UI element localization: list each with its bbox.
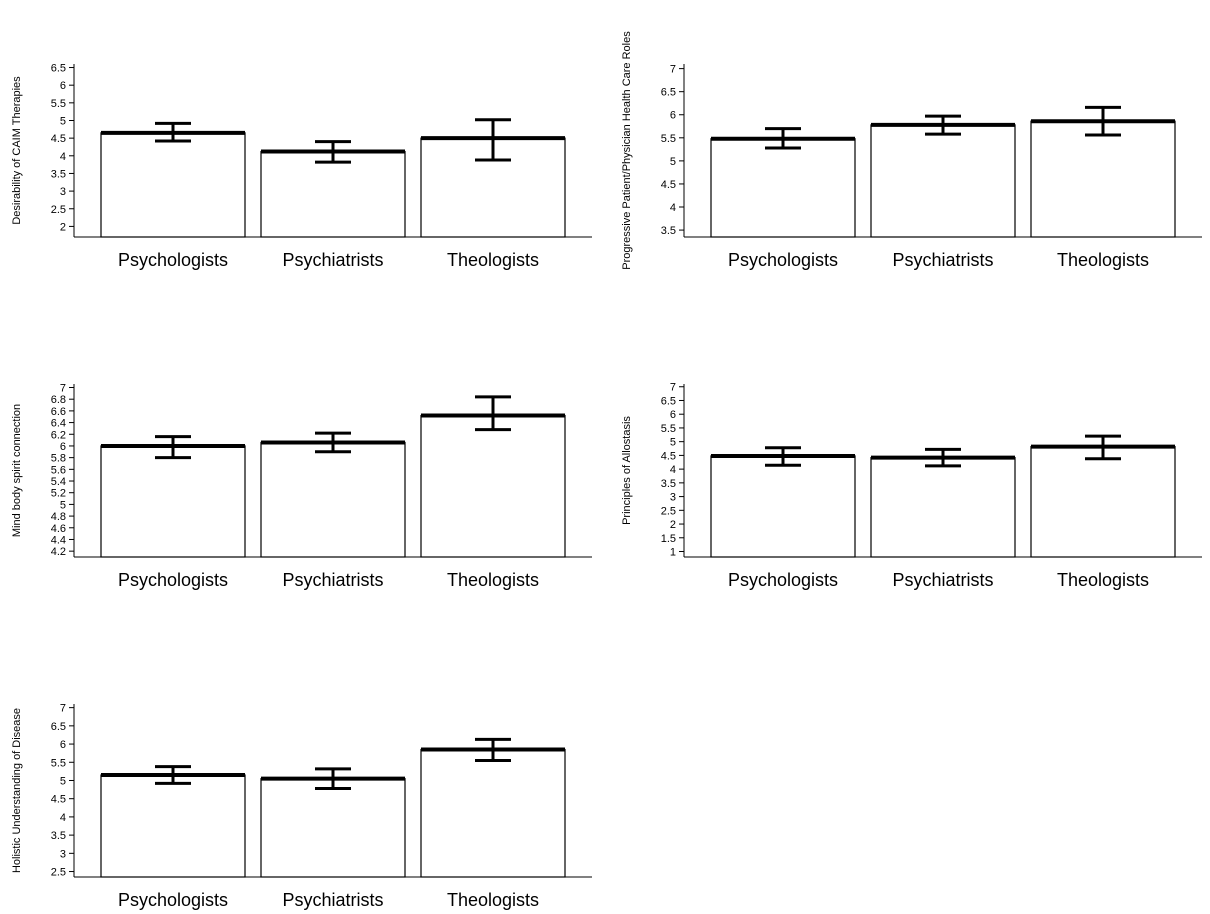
y-tick-label: 5.4: [51, 476, 66, 488]
y-tick-label: 1: [670, 547, 676, 559]
category-label: Theologists: [1057, 570, 1149, 590]
y-axis-label: Principles of Allostasis: [621, 416, 633, 525]
y-tick-label: 3: [670, 492, 676, 504]
y-tick-label: 6.5: [661, 395, 676, 407]
y-tick-label: 5.2: [51, 488, 66, 500]
category-label: Theologists: [1057, 250, 1149, 270]
y-tick-label: 6.5: [661, 87, 676, 99]
y-tick-label: 4: [670, 464, 676, 476]
y-tick-label: 7: [60, 703, 66, 715]
y-tick-label: 4: [60, 812, 66, 824]
chart-desirability-caim: 2 2.5 3 3.5 4 4.5 5 5.5 6 6.5 Desirability of CAIM…: [11, 63, 592, 270]
y-tick-label: 6: [670, 409, 676, 421]
category-label: Psychologists: [728, 570, 838, 590]
y-tick-label: 3: [60, 186, 66, 198]
y-tick-label: 7: [670, 382, 676, 394]
y-tick-label: 6.2: [51, 429, 66, 441]
y-tick-label: 5: [670, 437, 676, 449]
category-label: Psychiatrists: [282, 890, 383, 910]
y-tick-label: 5: [670, 156, 676, 168]
y-tick-label: 4.5: [51, 133, 66, 145]
category-label: Psychologists: [118, 250, 228, 270]
y-tick-label: 2.5: [51, 204, 66, 216]
y-tick-label: 6.4: [51, 418, 66, 430]
bar: [260, 150, 406, 238]
y-tick-label: 3.5: [661, 225, 676, 237]
chart-holistic-understanding: 2.5 3 3.5 4 4.5 5 5.5 6 6.5 7 Holistic Understandi…: [11, 703, 592, 910]
bar: [260, 778, 406, 878]
y-tick-label: 5.5: [51, 757, 66, 769]
y-tick-label: 2: [60, 221, 66, 233]
y-tick-label: 2: [670, 519, 676, 531]
bar: [100, 445, 246, 558]
y-tick-label: 4.6: [51, 523, 66, 535]
y-tick-label: 6.8: [51, 394, 66, 406]
category-label: Psychologists: [728, 250, 838, 270]
category-label: Theologists: [447, 570, 539, 590]
chart-principles-allostasis: 1 1.5 2 2.53 3.5 4 4.55 5.5 6 6.57 Principles of A…: [621, 382, 1202, 590]
y-tick-label: 3: [60, 848, 66, 860]
category-label: Psychologists: [118, 890, 228, 910]
y-tick-label: 5: [60, 775, 66, 787]
bar: [100, 774, 246, 878]
bar: [420, 748, 566, 878]
y-tick-label: 3.5: [51, 168, 66, 180]
y-tick-label: 6.5: [51, 721, 66, 733]
chart-mind-body-spirit: 4.24.44.64.855.25.45.65.866.26.46.66.87 M…: [11, 383, 592, 590]
bar: [870, 124, 1016, 238]
category-label: Psychiatrists: [282, 570, 383, 590]
y-tick-label: 5.5: [661, 423, 676, 435]
category-label: Psychologists: [118, 570, 228, 590]
y-axis-label: Holistic Understanding of Disease: [11, 708, 23, 873]
y-tick-label: 6.5: [51, 63, 66, 75]
y-tick-label: 5: [60, 499, 66, 511]
y-tick-label: 2.5: [51, 867, 66, 879]
y-tick-label: 6: [60, 739, 66, 751]
y-tick-label: 6.6: [51, 406, 66, 418]
category-label: Theologists: [447, 890, 539, 910]
bar: [1030, 446, 1176, 558]
y-tick-label: 5.8: [51, 453, 66, 465]
category-label: Psychiatrists: [892, 570, 993, 590]
y-tick-label: 2.5: [661, 505, 676, 517]
y-tick-label: 5.5: [661, 133, 676, 145]
y-tick-label: 3.5: [51, 830, 66, 842]
y-axis-label: Desirability of CAIM Therapies: [11, 76, 23, 225]
y-tick-label: 5.5: [51, 98, 66, 110]
bar: [1030, 120, 1176, 238]
y-tick-label: 7: [60, 383, 66, 395]
y-tick-label: 4.5: [661, 179, 676, 191]
bar: [260, 441, 406, 558]
y-tick-label: 4.5: [661, 450, 676, 462]
bar: [710, 138, 856, 238]
y-axis-label: Mind body spirit connection: [11, 404, 23, 537]
y-tick-label: 1.5: [661, 533, 676, 545]
y-tick-label: 4: [670, 202, 676, 214]
y-tick-label: 4.5: [51, 794, 66, 806]
y-tick-label: 7: [670, 64, 676, 76]
y-tick-label: 6: [60, 441, 66, 453]
bar: [870, 456, 1016, 558]
y-tick-label: 6: [670, 110, 676, 122]
y-tick-label: 6: [60, 80, 66, 92]
chart-progressive-roles: 3.5 4 4.5 5 5.5 6 6.5 7 Progressive Patient/Phys…: [621, 31, 1202, 270]
y-tick-label: 5.6: [51, 464, 66, 476]
category-label: Psychiatrists: [892, 250, 993, 270]
y-tick-label: 4.8: [51, 511, 66, 523]
y-axis-label: Progressive Patient/Physician Health Car…: [621, 31, 633, 270]
y-tick-label: 3.5: [661, 478, 676, 490]
bar: [420, 414, 566, 558]
category-label: Theologists: [447, 250, 539, 270]
y-tick-label: 4: [60, 151, 66, 163]
y-tick-label: 4.2: [51, 546, 66, 558]
category-label: Psychiatrists: [282, 250, 383, 270]
y-tick-label: 4.4: [51, 534, 66, 546]
bar: [100, 132, 246, 238]
bar: [710, 455, 856, 558]
y-tick-label: 5: [60, 115, 66, 127]
